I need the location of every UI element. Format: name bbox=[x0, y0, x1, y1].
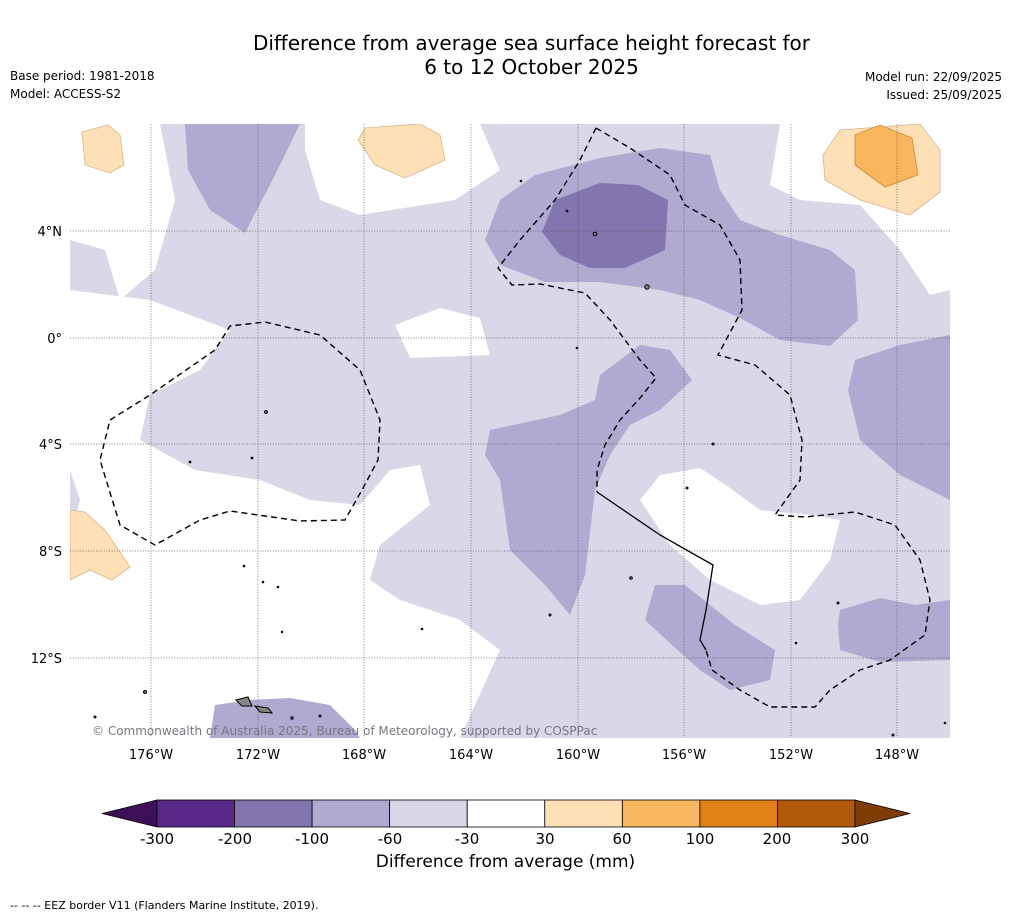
longitude-labels: 176°W 172°W 168°W 164°W 160°W 156°W 152°… bbox=[129, 748, 919, 763]
colorbar-segment bbox=[777, 799, 856, 828]
meta-left: Base period: 1981-2018 Model: ACCESS-S2 bbox=[10, 67, 155, 103]
colorbar-tick: -100 bbox=[295, 830, 329, 848]
neg-strong-region bbox=[542, 183, 668, 268]
neg-region-central bbox=[485, 345, 692, 615]
chart-title: Difference from average sea surface heig… bbox=[0, 31, 1011, 79]
colorbar-tick: 100 bbox=[686, 830, 715, 848]
eez-footnote: -- -- -- EEZ border V11 (Flanders Marine… bbox=[10, 899, 319, 912]
colorbar-segment bbox=[621, 799, 701, 828]
colorbar-tick: 200 bbox=[763, 830, 792, 848]
lon-label: 172°W bbox=[236, 748, 280, 763]
pos-region-n bbox=[357, 124, 446, 179]
neutral-region-center bbox=[395, 308, 490, 358]
colorbar-segment bbox=[544, 799, 623, 828]
base-period: Base period: 1981-2018 bbox=[10, 69, 155, 83]
colorbar-segment bbox=[156, 799, 235, 828]
colorbar bbox=[101, 799, 911, 828]
colorbar-tick: -300 bbox=[140, 830, 174, 848]
colorbar-segment bbox=[389, 799, 468, 828]
lon-label: 152°W bbox=[769, 748, 813, 763]
lat-label: 8°S bbox=[39, 545, 62, 560]
map-credit: © Commonwealth of Australia 2025, Bureau… bbox=[92, 724, 598, 738]
lat-label: 12°S bbox=[31, 652, 62, 667]
neg-region-southeast bbox=[838, 598, 950, 662]
lon-label: 148°W bbox=[875, 748, 919, 763]
lon-label: 176°W bbox=[129, 748, 173, 763]
eez-borders bbox=[99, 127, 931, 708]
lon-label: 160°W bbox=[556, 748, 600, 763]
colorbar-segment bbox=[234, 799, 313, 828]
chart-title-line1: Difference from average sea surface heig… bbox=[252, 31, 811, 55]
colorbar-extend-high bbox=[854, 799, 911, 828]
colorbar-tick: 60 bbox=[612, 830, 631, 848]
colorbar-tick: -30 bbox=[455, 830, 480, 848]
colorbar-tick: -60 bbox=[378, 830, 403, 848]
lon-label: 168°W bbox=[342, 748, 386, 763]
lon-label: 164°W bbox=[449, 748, 493, 763]
islands bbox=[93, 179, 947, 737]
neg-region-south bbox=[645, 585, 775, 690]
neutral-region-w bbox=[70, 290, 500, 738]
neg-region-southwest bbox=[210, 698, 360, 738]
pos-region-ne-core bbox=[854, 124, 919, 188]
lat-label: 0° bbox=[47, 332, 62, 347]
anomaly-field bbox=[70, 124, 950, 738]
issued-date: Issued: 25/09/2025 bbox=[886, 88, 1002, 102]
lon-label: 156°W bbox=[662, 748, 706, 763]
lat-label: 4°S bbox=[39, 438, 62, 453]
neg-region-north bbox=[185, 124, 300, 233]
colorbar-label: Difference from average (mm) bbox=[375, 852, 636, 872]
chart-title-line2: 6 to 12 October 2025 bbox=[424, 55, 639, 79]
lat-label: 4°N bbox=[38, 225, 63, 240]
latitude-labels: 4°N 0° 4°S 8°S 12°S bbox=[31, 225, 62, 667]
colorbar-segment bbox=[466, 799, 546, 828]
colorbar-segment bbox=[311, 799, 391, 828]
pos-region-nw bbox=[81, 124, 125, 174]
colorbar-ticks: -300 -200 -100 -60 -30 30 60 100 200 300 bbox=[140, 830, 869, 848]
colorbar-tick: 30 bbox=[535, 830, 554, 848]
maritime-boundary-solid bbox=[596, 491, 714, 651]
neutral-region-se bbox=[640, 468, 840, 605]
model-run: Model run: 22/09/2025 bbox=[864, 70, 1002, 84]
colorbar-tick: -200 bbox=[218, 830, 252, 848]
colorbar-tick: 300 bbox=[841, 830, 870, 848]
graticule bbox=[70, 124, 950, 738]
meta-right: Model run: 22/09/2025 Issued: 25/09/2025 bbox=[865, 68, 1002, 104]
pos-region-w bbox=[70, 509, 131, 581]
colorbar-extend-low bbox=[101, 799, 158, 828]
model-name: Model: ACCESS-S2 bbox=[10, 87, 122, 101]
colorbar-segment bbox=[699, 799, 778, 828]
neg-region-east bbox=[848, 335, 950, 500]
